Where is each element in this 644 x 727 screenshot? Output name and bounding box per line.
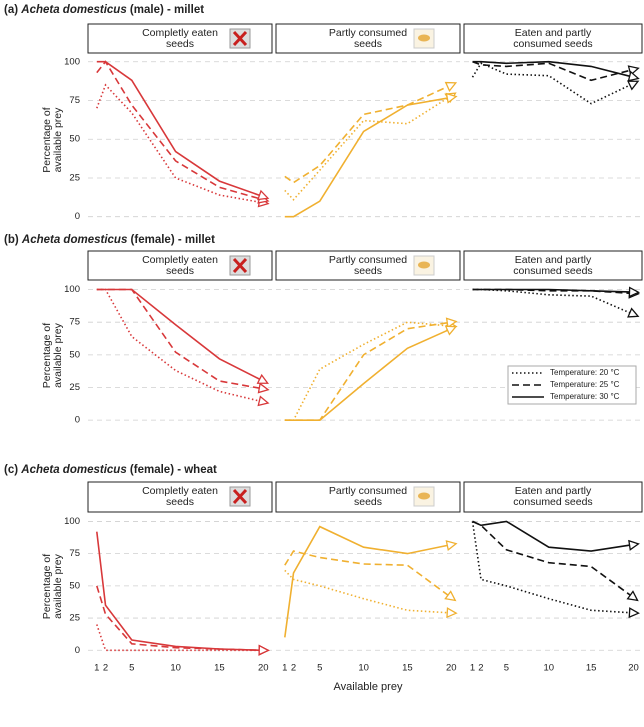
facet-title: seeds bbox=[354, 38, 382, 50]
y-tick-label: 0 bbox=[75, 415, 80, 426]
x-tick-label: 15 bbox=[586, 663, 597, 674]
series-line bbox=[97, 532, 263, 651]
x-tick-label: 1 bbox=[470, 663, 475, 674]
x-tick-label: 5 bbox=[317, 663, 322, 674]
row-title-part: (female) - millet bbox=[131, 234, 216, 246]
row-title-part: Acheta domesticus bbox=[21, 234, 127, 246]
row-title-part: (c) bbox=[4, 464, 18, 476]
legend-label: Temperature: 30 °C bbox=[550, 392, 620, 401]
series-line bbox=[97, 62, 263, 200]
legend-label: Temperature: 25 °C bbox=[550, 380, 620, 389]
row-title-part: (b) bbox=[4, 234, 19, 246]
facet-title: seeds bbox=[354, 496, 382, 508]
y-axis-label: available prey bbox=[52, 553, 64, 619]
y-tick-label: 25 bbox=[69, 613, 80, 624]
y-tick-label: 75 bbox=[69, 548, 80, 559]
end-arrow bbox=[629, 608, 639, 618]
series-line bbox=[473, 290, 634, 315]
series-line bbox=[97, 62, 263, 197]
series-line bbox=[285, 96, 451, 200]
series-line bbox=[473, 63, 634, 103]
series-line bbox=[473, 521, 634, 551]
end-arrow bbox=[259, 384, 269, 394]
end-arrow bbox=[447, 608, 457, 618]
series-line bbox=[285, 322, 451, 420]
x-tick-label: 10 bbox=[543, 663, 554, 674]
x-tick-label: 15 bbox=[402, 663, 413, 674]
x-tick-label: 2 bbox=[291, 663, 296, 674]
y-tick-label: 50 bbox=[69, 134, 80, 145]
y-tick-label: 100 bbox=[64, 516, 80, 527]
facet-title: consumed seeds bbox=[513, 496, 592, 508]
y-axis-label: available prey bbox=[52, 322, 64, 388]
y-tick-label: 75 bbox=[69, 95, 80, 106]
legend-label: Temperature: 20 °C bbox=[550, 368, 620, 377]
row-title-part: (a) bbox=[4, 4, 18, 16]
row-title: (a) Acheta domesticus (male) - millet bbox=[4, 4, 204, 16]
y-tick-label: 25 bbox=[69, 172, 80, 183]
row-title-part: Acheta domesticus bbox=[20, 4, 126, 16]
end-arrow bbox=[629, 539, 639, 549]
x-tick-label: 1 bbox=[94, 663, 99, 674]
series-line bbox=[285, 322, 451, 420]
x-tick-label: 20 bbox=[446, 663, 457, 674]
facet-title: seeds bbox=[166, 496, 194, 508]
end-arrow bbox=[628, 591, 641, 604]
y-tick-label: 25 bbox=[69, 382, 80, 393]
facet-title: seeds bbox=[354, 265, 382, 277]
row-title-part: (female) - wheat bbox=[130, 464, 217, 476]
end-arrow bbox=[258, 397, 269, 408]
x-axis-label: Available prey bbox=[334, 681, 403, 693]
series-line bbox=[473, 521, 634, 613]
series-line bbox=[285, 570, 451, 613]
end-arrow bbox=[259, 646, 268, 655]
y-tick-label: 75 bbox=[69, 317, 80, 328]
x-tick-label: 20 bbox=[258, 663, 269, 674]
row-title: (c) Acheta domesticus (female) - wheat bbox=[4, 464, 217, 476]
facet-title: seeds bbox=[166, 265, 194, 277]
series-line bbox=[285, 527, 451, 638]
x-tick-label: 10 bbox=[170, 663, 181, 674]
series-line bbox=[285, 551, 451, 597]
x-tick-label: 5 bbox=[504, 663, 509, 674]
row-title: (b) Acheta domesticus (female) - millet bbox=[4, 234, 215, 246]
y-axis-label: available prey bbox=[52, 107, 64, 173]
end-arrow bbox=[445, 591, 458, 604]
row-title-part: Acheta domesticus bbox=[20, 464, 126, 476]
y-tick-label: 100 bbox=[64, 284, 80, 295]
y-tick-label: 50 bbox=[69, 349, 80, 360]
series-line bbox=[97, 85, 263, 203]
y-tick-label: 0 bbox=[75, 211, 80, 222]
x-tick-label: 15 bbox=[214, 663, 225, 674]
series-line bbox=[97, 290, 263, 382]
end-arrow bbox=[446, 79, 458, 91]
seed-icon-seed bbox=[418, 35, 430, 42]
row-title-part: (male) - millet bbox=[130, 4, 204, 16]
x-tick-label: 2 bbox=[103, 663, 108, 674]
x-tick-label: 5 bbox=[129, 663, 134, 674]
y-tick-label: 50 bbox=[69, 580, 80, 591]
end-arrow bbox=[628, 309, 640, 321]
x-tick-label: 2 bbox=[478, 663, 483, 674]
end-arrow bbox=[446, 539, 457, 550]
series-line bbox=[285, 97, 451, 216]
x-tick-label: 1 bbox=[282, 663, 287, 674]
y-tick-label: 100 bbox=[64, 56, 80, 67]
facet-title: consumed seeds bbox=[513, 38, 592, 50]
x-tick-label: 10 bbox=[358, 663, 369, 674]
seed-icon-seed bbox=[418, 493, 430, 500]
x-tick-label: 20 bbox=[628, 663, 639, 674]
series-line bbox=[97, 290, 263, 402]
facet-title: seeds bbox=[166, 38, 194, 50]
figure: (a) Acheta domesticus (male) - milletCom… bbox=[0, 0, 644, 722]
series-line bbox=[285, 85, 451, 183]
seed-icon-seed bbox=[418, 262, 430, 269]
series-line bbox=[97, 290, 263, 389]
y-tick-label: 0 bbox=[75, 645, 80, 656]
facet-title: consumed seeds bbox=[513, 265, 592, 277]
